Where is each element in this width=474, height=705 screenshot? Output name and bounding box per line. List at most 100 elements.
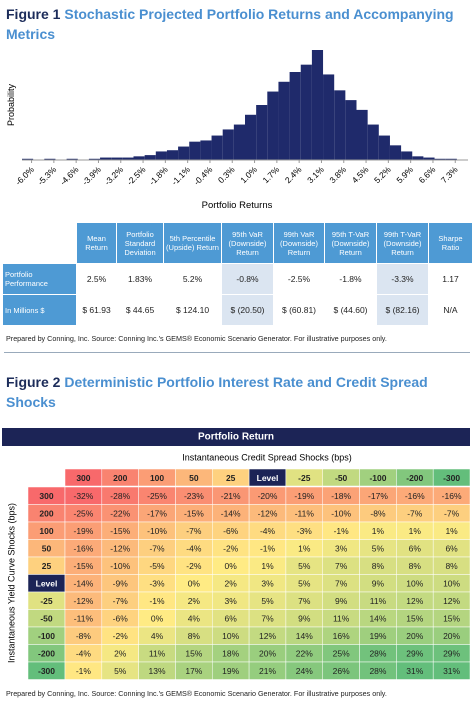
heat-value: -17% — [368, 491, 388, 501]
heat-value: -17% — [147, 509, 167, 519]
heatmap: Portfolio Return Instantaneous Credit Sp… — [2, 428, 471, 680]
heat-value: 4% — [188, 614, 201, 624]
figure-label: Figure 1 — [6, 6, 61, 22]
x-tick-label: 1.0% — [238, 164, 259, 185]
column-header: -200 — [406, 473, 423, 483]
column-axis-label: Instantaneous Credit Spread Shocks (bps) — [182, 452, 352, 462]
heat-value: -10% — [331, 509, 351, 519]
header-cell: 5th Percentile (Upside) Return — [163, 222, 222, 264]
table-row: In Millions $ $ 61.93 $ 44.65 $ 124.10 $ (20… — [2, 294, 473, 326]
row-header: 25 — [42, 561, 52, 571]
table-cell: N/A — [428, 294, 473, 326]
heat-value: -11% — [295, 509, 315, 519]
heat-value: 20% — [443, 631, 460, 641]
x-tick-label: -6.0% — [13, 164, 36, 187]
x-tick-label: -4.6% — [58, 164, 81, 187]
bar — [401, 151, 413, 160]
heat-value: 5% — [372, 544, 385, 554]
heat-value: -10% — [147, 526, 167, 536]
table-cell: -0.8% — [221, 263, 274, 295]
heat-value: 7% — [298, 596, 311, 606]
heat-value: 0% — [151, 614, 164, 624]
heat-value: -7% — [444, 509, 460, 519]
heat-value: -4% — [260, 526, 276, 536]
bar — [423, 157, 435, 160]
heat-value: 19% — [222, 666, 239, 676]
bar — [111, 157, 123, 160]
column-header: Level — [257, 473, 279, 483]
bar — [88, 158, 101, 160]
heat-value: 19% — [369, 631, 386, 641]
heat-value: 25% — [333, 649, 350, 659]
heat-value: 28% — [369, 666, 386, 676]
x-tick-label: 7.3% — [439, 164, 460, 185]
heat-value: 8% — [188, 631, 201, 641]
heat-value: -7% — [407, 509, 423, 519]
bar — [300, 64, 312, 160]
heat-value: -12% — [73, 596, 93, 606]
heat-value: 14% — [296, 631, 313, 641]
column-header: 25 — [226, 473, 236, 483]
row-label: In Millions $ — [2, 294, 77, 326]
heat-value: 3% — [335, 544, 348, 554]
bar — [66, 158, 78, 160]
heat-value: 8% — [409, 561, 422, 571]
column-header: -300 — [443, 473, 460, 483]
table-cell: 2.5% — [76, 263, 117, 295]
heat-value: -18% — [331, 491, 351, 501]
row-header: 200 — [39, 509, 53, 519]
heat-value: 10% — [443, 579, 460, 589]
x-tick-label: -0.4% — [192, 164, 215, 187]
heat-value: 31% — [406, 666, 423, 676]
heat-value: -12% — [258, 509, 278, 519]
bar — [334, 90, 346, 160]
heat-value: 15% — [443, 614, 460, 624]
heat-value: 20% — [406, 631, 423, 641]
bar — [256, 105, 268, 160]
table-cell: $ (82.16) — [376, 294, 429, 326]
bar — [211, 135, 223, 160]
heat-value: 11% — [149, 649, 166, 659]
heat-value: -4% — [76, 649, 92, 659]
heat-value: -16% — [405, 491, 425, 501]
heat-value: -32% — [73, 491, 93, 501]
metrics-table: Mean Return Portfolio Standard Deviation 5… — [2, 222, 473, 326]
header-cell: 95th T-VaR (Downside) Return — [324, 222, 377, 264]
column-header: 50 — [189, 473, 199, 483]
column-header: -50 — [335, 473, 348, 483]
heat-value: -1% — [334, 526, 350, 536]
row-header: Level — [36, 579, 58, 589]
heat-value: 9% — [335, 596, 348, 606]
heat-value: -14% — [221, 509, 241, 519]
x-tick-label: 4.5% — [350, 164, 371, 185]
heat-value: 11% — [370, 596, 387, 606]
heat-value: 29% — [406, 649, 423, 659]
bar — [267, 91, 279, 160]
heat-value: 12% — [443, 596, 460, 606]
heat-value: 14% — [369, 614, 386, 624]
heat-value: 6% — [445, 544, 458, 554]
x-tick-label: 5.9% — [394, 164, 415, 185]
bar — [289, 72, 301, 160]
heat-value: -1% — [260, 544, 276, 554]
heat-value: -9% — [113, 579, 129, 589]
header-cell — [2, 222, 77, 264]
figure-label: Figure 2 — [6, 374, 61, 390]
row-header: -300 — [38, 666, 55, 676]
heat-value: 26% — [333, 666, 350, 676]
heat-value: 15% — [406, 614, 423, 624]
heatmap-title: Portfolio Return — [198, 432, 274, 443]
heat-value: 21% — [259, 666, 276, 676]
heat-value: -10% — [110, 561, 130, 571]
table-cell: $ (44.60) — [324, 294, 377, 326]
heat-value: -15% — [184, 509, 204, 519]
heat-value: 11% — [333, 614, 350, 624]
heat-value: -7% — [149, 544, 165, 554]
header-row: Mean Return Portfolio Standard Deviation 5… — [2, 222, 473, 264]
header-cell: Portfolio Standard Deviation — [116, 222, 164, 264]
heat-value: 24% — [296, 666, 313, 676]
heat-value: 0% — [188, 579, 201, 589]
heat-value: -2% — [186, 561, 202, 571]
heat-value: -8% — [370, 509, 386, 519]
heat-value: 17% — [185, 666, 202, 676]
